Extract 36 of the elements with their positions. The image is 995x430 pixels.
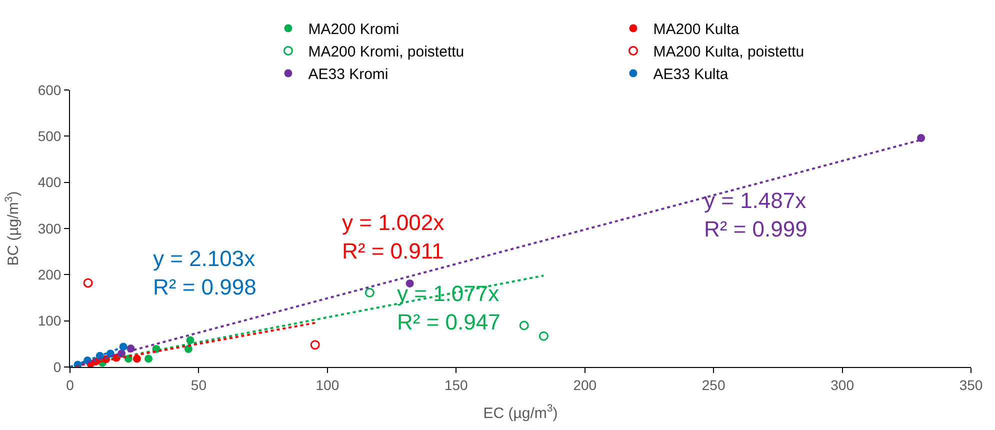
y-tick-label: 0 — [53, 358, 62, 375]
annotation: y = 1.487x R² = 0.999 — [704, 188, 808, 242]
point — [186, 336, 194, 344]
point — [364, 288, 374, 298]
y-tick-label: 100 — [38, 312, 62, 329]
x-axis-title: EC (µg/m$^{3}$) — [483, 402, 558, 422]
legend-label: MA200 Kromi, poistettu — [308, 44, 464, 61]
x-tick-label: 0 — [66, 376, 74, 393]
point — [132, 354, 141, 363]
point — [538, 331, 548, 341]
y-tick-label: 200 — [38, 266, 62, 283]
y-tick-label: 500 — [38, 128, 62, 144]
x-tick-label: 150 — [444, 376, 468, 393]
x-tick-label: 200 — [573, 376, 597, 393]
point — [310, 340, 320, 350]
x-tick-label: 350 — [959, 376, 983, 393]
point — [83, 278, 93, 288]
legend-label: MA200 Kulta, poistettu — [653, 44, 804, 61]
legend-label: AE33 Kulta — [653, 66, 729, 84]
annotation: y = 2.103x R² = 0.998 — [153, 246, 256, 300]
y-tick-label: 400 — [38, 174, 62, 190]
legend-label: AE33 Kromi — [308, 66, 388, 84]
point — [917, 134, 926, 142]
x-tick-label: 300 — [830, 376, 854, 393]
x-tick-label: 100 — [316, 376, 340, 393]
x-tick-label: 50 — [190, 376, 207, 393]
x-tick-label: 250 — [702, 376, 726, 393]
legend-label: MA200 Kulta — [653, 21, 740, 38]
point — [144, 354, 153, 363]
y-tick-label: 600 — [38, 82, 62, 98]
annotation: y = 1.002x R² = 0.911 — [342, 210, 444, 264]
legend-label: MA200 Kromi — [308, 21, 400, 38]
y-tick-label: 300 — [38, 220, 62, 236]
point — [519, 320, 529, 330]
point — [406, 279, 414, 288]
point — [184, 345, 192, 353]
